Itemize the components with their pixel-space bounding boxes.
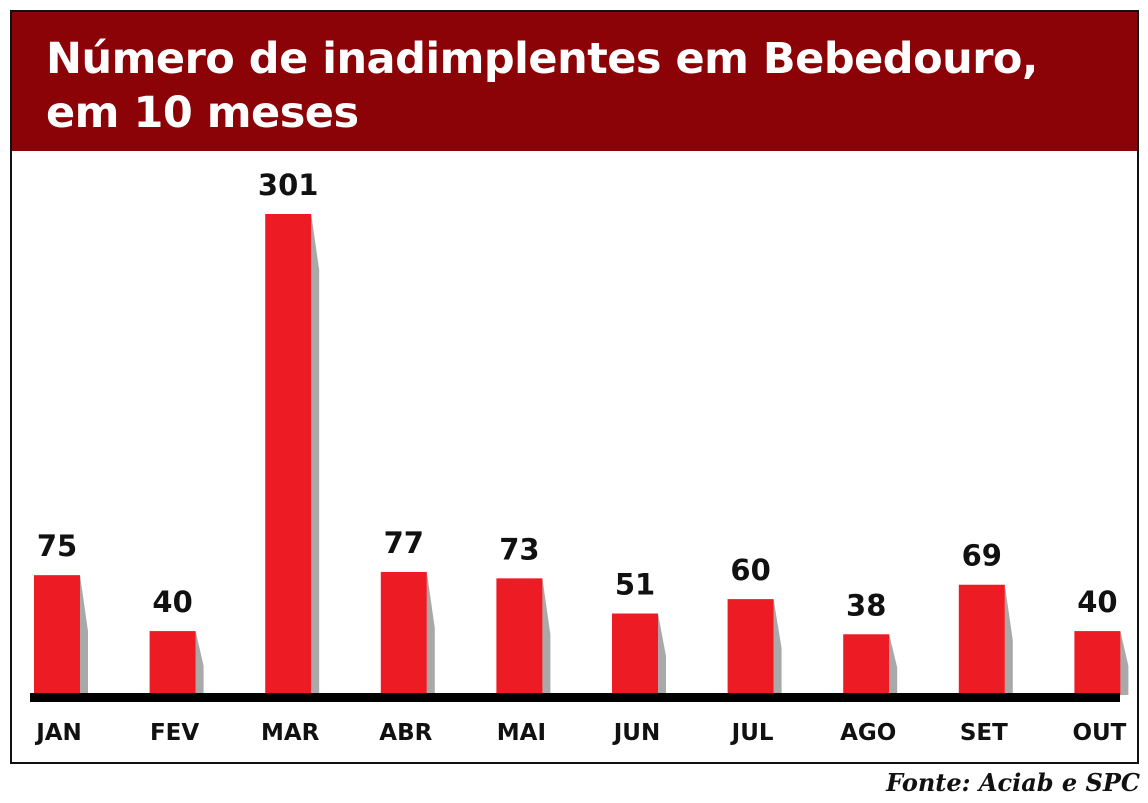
bar-jul [727, 599, 774, 695]
value-label-out: 40 [1077, 585, 1117, 619]
value-label-ago: 38 [846, 588, 886, 622]
bar-out [1074, 631, 1121, 695]
chart-baseline [30, 693, 1120, 702]
value-label-jun: 51 [615, 568, 655, 602]
source-note: Fonte: Aciab e SPC [886, 768, 1140, 797]
bar-fev [149, 631, 196, 695]
bar-mai [496, 578, 543, 695]
category-label-set: SET [960, 720, 1008, 746]
bar-jan [34, 575, 80, 695]
bar-shadow-fev [195, 631, 204, 695]
value-label-fev: 40 [152, 585, 192, 619]
value-label-mai: 73 [499, 532, 539, 566]
category-label-out: OUT [1072, 720, 1126, 746]
value-label-jan: 75 [37, 529, 77, 563]
bar-shadow-mar [311, 214, 320, 695]
bar-shadow-jul [773, 599, 782, 695]
bar-shadow-set [1004, 584, 1013, 695]
title-banner: Número de inadimplentes em Bebedouro, em… [12, 12, 1137, 151]
bar-shadow-jun [658, 613, 666, 695]
category-label-jul: JUL [730, 720, 774, 746]
category-label-mai: MAI [497, 720, 546, 746]
chart-frame: Número de inadimplentes em Bebedouro, em… [10, 10, 1139, 764]
value-label-abr: 77 [384, 526, 424, 560]
category-label-abr: ABR [379, 720, 432, 746]
category-label-ago: AGO [840, 720, 896, 746]
bar-shadow-abr [426, 571, 435, 695]
bar-shadow-jan [80, 575, 88, 695]
bar-jun [612, 613, 658, 695]
category-label-jun: JUN [612, 720, 660, 746]
bar-set [958, 584, 1005, 695]
category-label-fev: FEV [150, 720, 199, 746]
bar-ago [843, 634, 890, 695]
bar-mar [265, 214, 312, 695]
value-label-mar: 301 [258, 168, 319, 202]
bar-shadow-ago [889, 634, 898, 695]
bar-shadow-out [1120, 631, 1129, 695]
chart-title: Número de inadimplentes em Bebedouro, em… [46, 34, 1038, 138]
bar-abr [380, 571, 427, 695]
bar-shadow-mai [542, 578, 551, 695]
value-label-jul: 60 [730, 553, 770, 587]
category-label-mar: MAR [261, 720, 320, 746]
category-label-jan: JAN [34, 720, 82, 746]
value-label-set: 69 [962, 539, 1002, 573]
